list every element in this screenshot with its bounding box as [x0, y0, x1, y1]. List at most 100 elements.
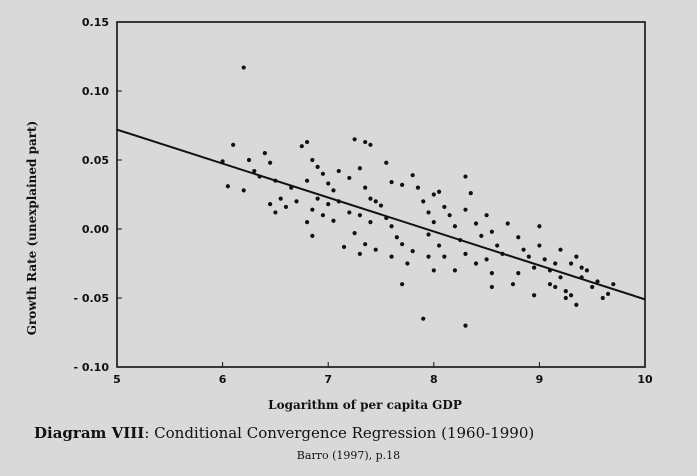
data-point	[326, 181, 331, 186]
data-point	[347, 175, 352, 181]
data-point	[294, 199, 299, 204]
x-tick-label: 8	[430, 373, 438, 386]
data-point	[574, 302, 579, 307]
data-point	[352, 137, 357, 142]
data-point	[352, 231, 357, 236]
data-point	[231, 142, 236, 147]
data-point	[473, 261, 479, 266]
data-point	[278, 196, 283, 201]
data-point	[532, 293, 537, 298]
y-tick-label: - 0.05	[73, 292, 109, 305]
data-point	[426, 254, 431, 259]
data-point	[241, 188, 246, 193]
y-tick-label: 0.05	[82, 154, 109, 167]
data-point	[394, 235, 399, 240]
caption: Diagram VIII: Conditional Convergence Re…	[34, 424, 534, 442]
data-point	[510, 282, 516, 287]
data-point	[373, 247, 378, 252]
data-point	[532, 265, 537, 270]
data-point	[479, 233, 484, 238]
y-axis-label: Growth Rate (unexplained part)	[25, 121, 39, 336]
data-point	[410, 173, 415, 178]
caption-label: Diagram VIII	[34, 424, 145, 442]
data-point	[558, 247, 563, 252]
data-point	[521, 247, 526, 252]
data-point	[405, 261, 410, 266]
data-point	[431, 220, 436, 225]
x-tick-label: 9	[536, 373, 544, 386]
data-point	[505, 221, 510, 226]
data-point	[400, 242, 405, 247]
data-point	[368, 142, 373, 147]
data-point	[320, 213, 326, 218]
data-point	[605, 291, 611, 296]
data-point	[436, 189, 442, 194]
data-point	[426, 232, 431, 237]
data-point	[516, 271, 521, 276]
data-point	[484, 257, 489, 262]
data-point	[252, 168, 257, 174]
plot-frame	[116, 21, 646, 368]
data-point	[547, 282, 553, 287]
data-point	[463, 251, 468, 256]
x-tick-label: 5	[113, 373, 121, 386]
data-point	[389, 254, 394, 259]
data-point	[331, 188, 336, 193]
data-point	[579, 265, 584, 270]
data-point	[315, 196, 320, 201]
data-point	[537, 243, 542, 248]
data-point	[415, 185, 421, 190]
data-point	[447, 213, 452, 218]
data-point	[304, 220, 310, 225]
data-point	[495, 243, 500, 248]
data-point	[320, 171, 326, 176]
data-point	[310, 233, 315, 238]
data-point	[526, 254, 531, 259]
data-point	[378, 203, 384, 208]
data-point	[611, 282, 616, 287]
data-point	[331, 218, 336, 223]
data-point	[273, 210, 278, 215]
data-point	[553, 284, 558, 290]
y-tick-label: 0.10	[82, 85, 109, 98]
data-point	[590, 284, 595, 290]
data-point	[268, 202, 273, 207]
y-tick-label: 0.15	[82, 16, 109, 29]
data-point	[489, 229, 494, 234]
data-point	[400, 282, 405, 287]
x-tick-label: 10	[637, 373, 653, 386]
data-point	[389, 224, 394, 229]
data-point	[341, 244, 347, 250]
data-point	[262, 151, 267, 156]
data-point	[595, 279, 600, 284]
data-point	[553, 261, 558, 266]
source-citation: Barro (1997), p.18	[296, 449, 401, 462]
data-point	[574, 254, 579, 259]
data-point	[584, 268, 590, 273]
data-point	[489, 284, 494, 290]
regression-line	[116, 128, 646, 301]
data-point	[463, 207, 468, 212]
data-point	[368, 196, 373, 201]
data-point	[304, 139, 310, 145]
y-tick-label: - 0.10	[73, 361, 109, 374]
data-point	[310, 157, 315, 163]
data-point	[442, 204, 447, 210]
data-point	[537, 224, 542, 229]
data-point	[268, 160, 273, 165]
data-point	[246, 157, 252, 163]
data-point	[600, 295, 605, 301]
data-point	[373, 199, 378, 204]
data-point	[568, 293, 574, 298]
data-point	[463, 323, 468, 328]
data-point	[299, 144, 304, 149]
axis-ticks: 5 6 7 8 9 10 0.15 0.10 0.05 0.00 - 0.05 - 0.10	[73, 16, 653, 386]
data-point	[426, 210, 431, 215]
data-point	[563, 289, 568, 294]
data-point	[363, 242, 368, 247]
data-point	[326, 202, 331, 207]
data-point	[452, 268, 458, 273]
data-point	[410, 248, 415, 254]
data-point	[357, 213, 362, 218]
